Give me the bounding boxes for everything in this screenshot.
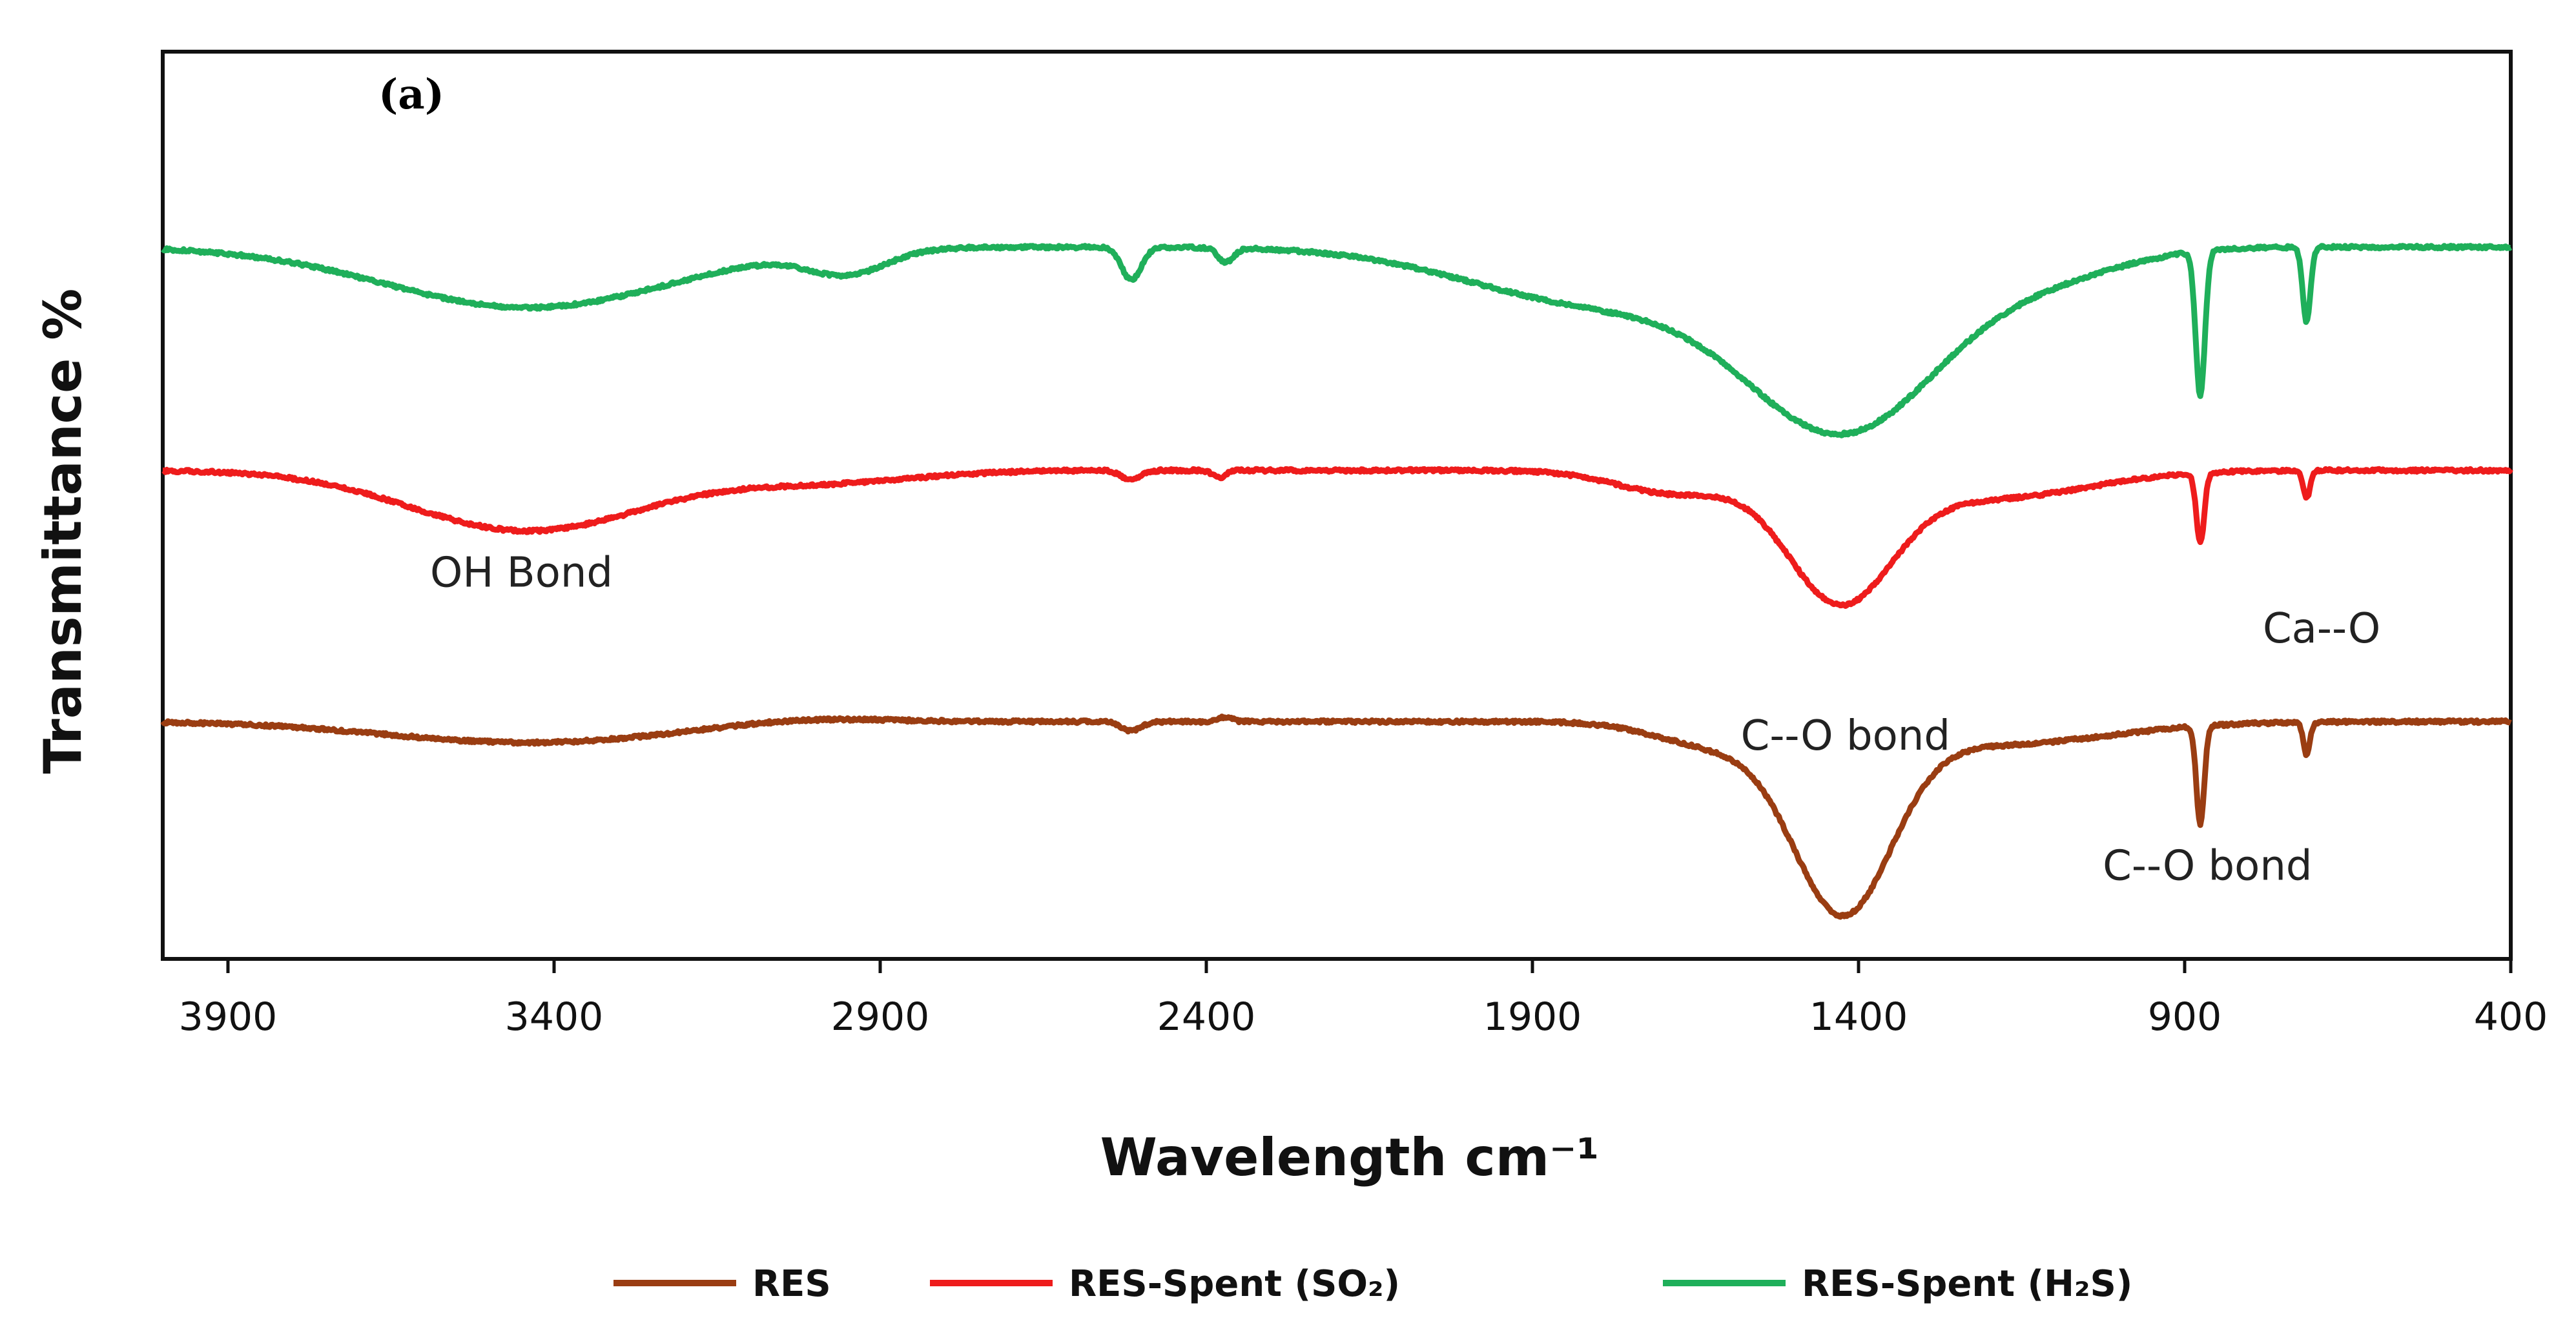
x-tick-label: 400 [2474, 994, 2548, 1040]
x-tick-label: 2900 [831, 994, 930, 1040]
x-tick-label: 2400 [1157, 994, 1256, 1040]
series-line-3 [160, 243, 2513, 438]
y-axis-title: Transmittance % [33, 289, 93, 774]
annotation-label: OH Bond [430, 550, 613, 597]
annotation-group: OH Bond C--O bond Ca--O C--O bond [430, 550, 2380, 890]
panel-label: (a) [378, 70, 444, 119]
legend-label-3: RES-Spent (H₂S) [1802, 1263, 2132, 1305]
legend: RES RES-Spent (SO₂) RES-Spent (H₂S) [613, 1263, 2132, 1305]
x-axis-ticks: 3900 3400 2900 2400 1900 1400 900 400 [179, 959, 2548, 1040]
annotation-label: C--O bond [2103, 843, 2312, 890]
x-tick-label: 1900 [1483, 994, 1582, 1040]
annotation-label: C--O bond [1741, 712, 1950, 760]
legend-label-1: RES [752, 1263, 831, 1305]
x-tick-label: 3900 [179, 994, 278, 1040]
plot-frame [161, 50, 2513, 961]
series-group [160, 243, 2513, 920]
x-tick-label: 900 [2148, 994, 2222, 1040]
annotation-label: Ca--O [2263, 605, 2380, 653]
x-tick-label: 1400 [1809, 994, 1908, 1040]
series-line-2 [161, 466, 2513, 609]
x-tick-label: 3400 [505, 994, 604, 1040]
x-axis-title: Wavelength cm⁻¹ [1100, 1127, 1600, 1187]
legend-label-2: RES-Spent (SO₂) [1069, 1263, 1400, 1305]
series-line-1 [160, 714, 2513, 920]
